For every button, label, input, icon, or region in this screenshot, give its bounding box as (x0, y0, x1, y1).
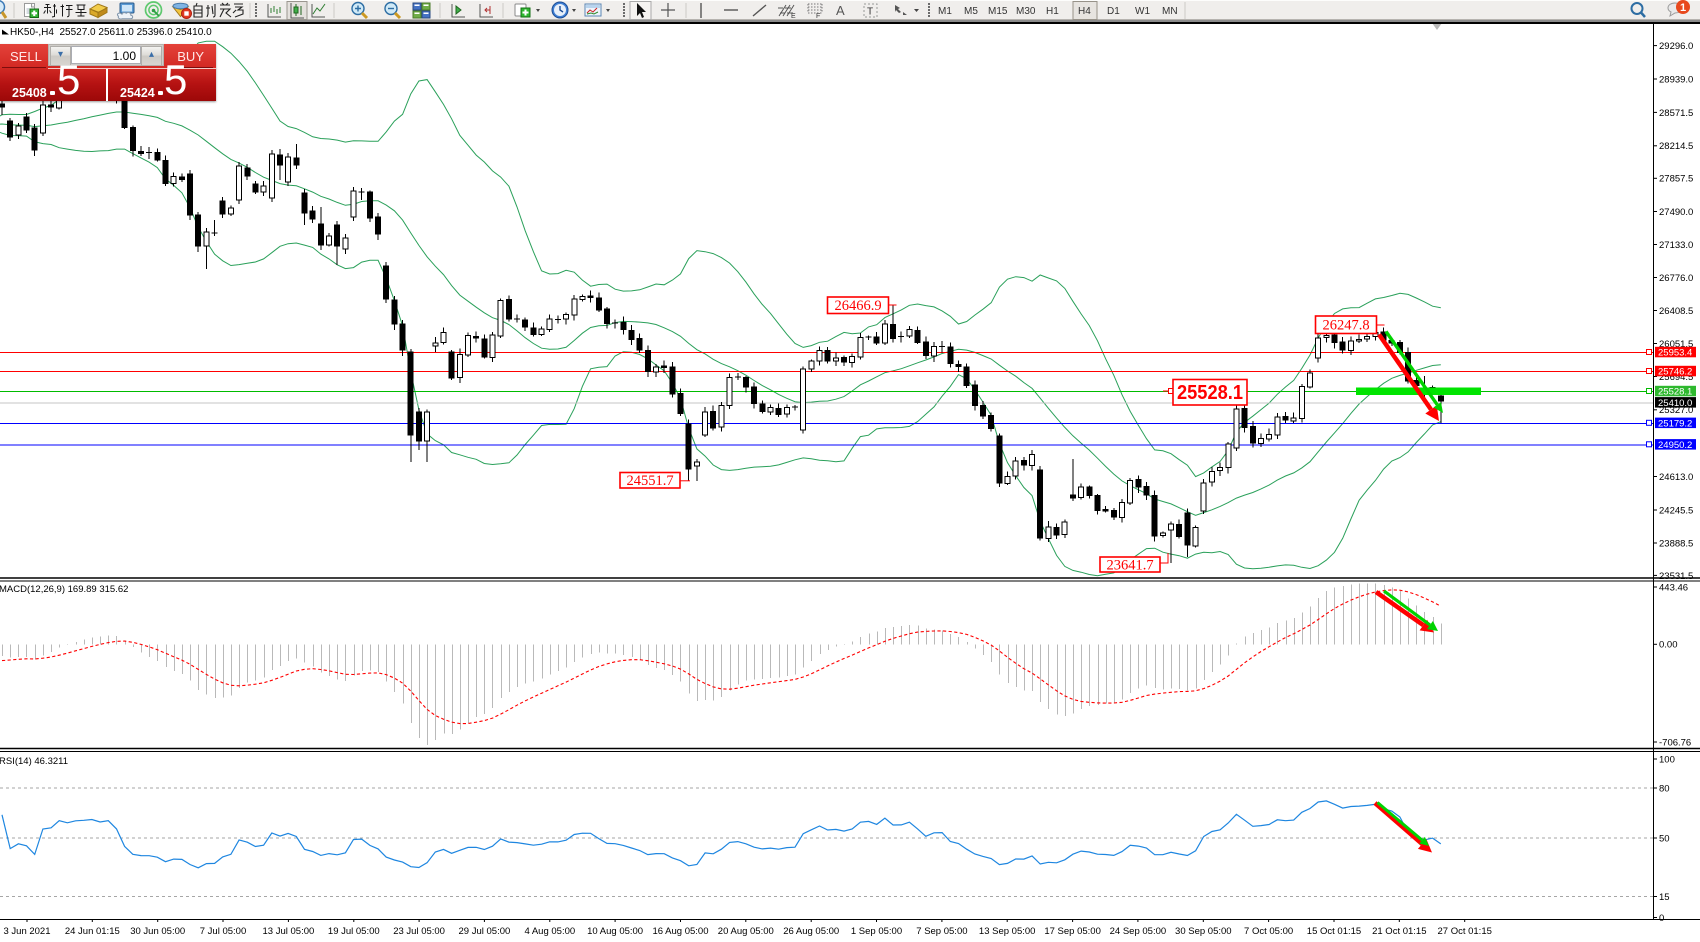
svg-text:28939.0: 28939.0 (1659, 74, 1693, 85)
svg-text:24 Jun 01:15: 24 Jun 01:15 (65, 926, 120, 937)
svg-text:A: A (836, 3, 845, 18)
svg-text:25528.1: 25528.1 (1177, 382, 1243, 404)
svg-text:4 Aug 05:00: 4 Aug 05:00 (524, 926, 575, 937)
svg-text:30 Jun 05:00: 30 Jun 05:00 (130, 926, 185, 937)
svg-text:-706.76: -706.76 (1659, 737, 1691, 748)
svg-text:1: 1 (1680, 2, 1686, 14)
svg-text:25179.2: 25179.2 (1658, 418, 1692, 429)
svg-text:23888.5: 23888.5 (1659, 538, 1693, 549)
svg-text:RSI(14) 46.3211: RSI(14) 46.3211 (0, 756, 68, 767)
svg-text:23531.5: 23531.5 (1659, 571, 1693, 582)
svg-text:25694.5: 25694.5 (1659, 372, 1693, 383)
svg-text:0.00: 0.00 (1659, 640, 1678, 651)
svg-text:13 Sep 05:00: 13 Sep 05:00 (979, 926, 1036, 937)
svg-text:25410.0: 25410.0 (1658, 398, 1692, 409)
svg-text:100: 100 (1659, 754, 1675, 765)
svg-text:24 Sep 05:00: 24 Sep 05:00 (1110, 926, 1167, 937)
svg-text:23641.7: 23641.7 (1106, 557, 1153, 573)
svg-text:H1: H1 (1046, 6, 1059, 17)
svg-text:443.46: 443.46 (1659, 582, 1688, 593)
svg-text:25746.2: 25746.2 (1658, 367, 1692, 378)
svg-text:24613.0: 24613.0 (1659, 472, 1693, 483)
svg-text:0: 0 (1659, 913, 1664, 924)
svg-text:7 Jul 05:00: 7 Jul 05:00 (200, 926, 246, 937)
svg-text:29296.0: 29296.0 (1659, 41, 1693, 52)
svg-text:25953.4: 25953.4 (1658, 348, 1692, 359)
svg-text:10 Aug 05:00: 10 Aug 05:00 (587, 926, 643, 937)
svg-text:26776.0: 26776.0 (1659, 273, 1693, 284)
svg-text:M30: M30 (1016, 6, 1036, 17)
svg-text:24551.7: 24551.7 (626, 473, 673, 489)
svg-text:27133.0: 27133.0 (1659, 240, 1693, 251)
svg-text:25528.1: 25528.1 (1658, 387, 1692, 398)
svg-text:13 Jul 05:00: 13 Jul 05:00 (263, 926, 315, 937)
svg-text:80: 80 (1659, 783, 1670, 794)
svg-text:19 Jul 05:00: 19 Jul 05:00 (328, 926, 380, 937)
svg-text:M15: M15 (988, 6, 1008, 17)
svg-text:27 Oct 01:15: 27 Oct 01:15 (1437, 926, 1491, 937)
svg-text:26408.5: 26408.5 (1659, 306, 1693, 317)
svg-text:24950.2: 24950.2 (1658, 440, 1692, 451)
svg-text:50: 50 (1659, 833, 1670, 844)
svg-text:27490.0: 27490.0 (1659, 207, 1693, 218)
svg-text:MN: MN (1162, 6, 1178, 17)
svg-text:25327.0: 25327.0 (1659, 405, 1693, 416)
svg-text:26 Aug 05:00: 26 Aug 05:00 (783, 926, 839, 937)
svg-text:7 Sep 05:00: 7 Sep 05:00 (916, 926, 967, 937)
svg-text:15: 15 (1659, 892, 1670, 903)
svg-text:F: F (816, 13, 820, 20)
svg-text:16 Aug 05:00: 16 Aug 05:00 (653, 926, 709, 937)
svg-text:H4: H4 (1078, 6, 1091, 17)
svg-text:28214.5: 28214.5 (1659, 141, 1693, 152)
svg-text:7 Oct 05:00: 7 Oct 05:00 (1244, 926, 1293, 937)
svg-text:20 Aug 05:00: 20 Aug 05:00 (718, 926, 774, 937)
svg-text:3 Jun 2021: 3 Jun 2021 (3, 926, 50, 937)
svg-text:D1: D1 (1107, 6, 1120, 17)
svg-text:28571.5: 28571.5 (1659, 108, 1693, 119)
svg-text:29 Jul 05:00: 29 Jul 05:00 (459, 926, 511, 937)
svg-text:W1: W1 (1135, 6, 1150, 17)
svg-text:30 Sep 05:00: 30 Sep 05:00 (1175, 926, 1232, 937)
svg-text:24245.5: 24245.5 (1659, 505, 1693, 516)
svg-text:27857.5: 27857.5 (1659, 174, 1693, 185)
svg-text:MACD(12,26,9) 169.89 315.62: MACD(12,26,9) 169.89 315.62 (0, 584, 128, 595)
svg-text:E: E (791, 13, 796, 20)
svg-text:23 Jul 05:00: 23 Jul 05:00 (393, 926, 445, 937)
svg-text:T: T (867, 7, 873, 18)
svg-text:M1: M1 (938, 6, 952, 17)
svg-text:26466.9: 26466.9 (834, 298, 881, 314)
svg-text:15 Oct 01:15: 15 Oct 01:15 (1307, 926, 1361, 937)
svg-text:17 Sep 05:00: 17 Sep 05:00 (1044, 926, 1101, 937)
svg-text:21 Oct 01:15: 21 Oct 01:15 (1372, 926, 1426, 937)
svg-text:HK50-,H4 25527.0 25611.0 2539: HK50-,H4 25527.0 25611.0 25396.0 25410.0 (10, 27, 212, 38)
svg-text:26051.5: 26051.5 (1659, 339, 1693, 350)
svg-text:1 Sep 05:00: 1 Sep 05:00 (851, 926, 902, 937)
svg-text:26247.8: 26247.8 (1322, 318, 1369, 334)
svg-text:M5: M5 (964, 6, 978, 17)
